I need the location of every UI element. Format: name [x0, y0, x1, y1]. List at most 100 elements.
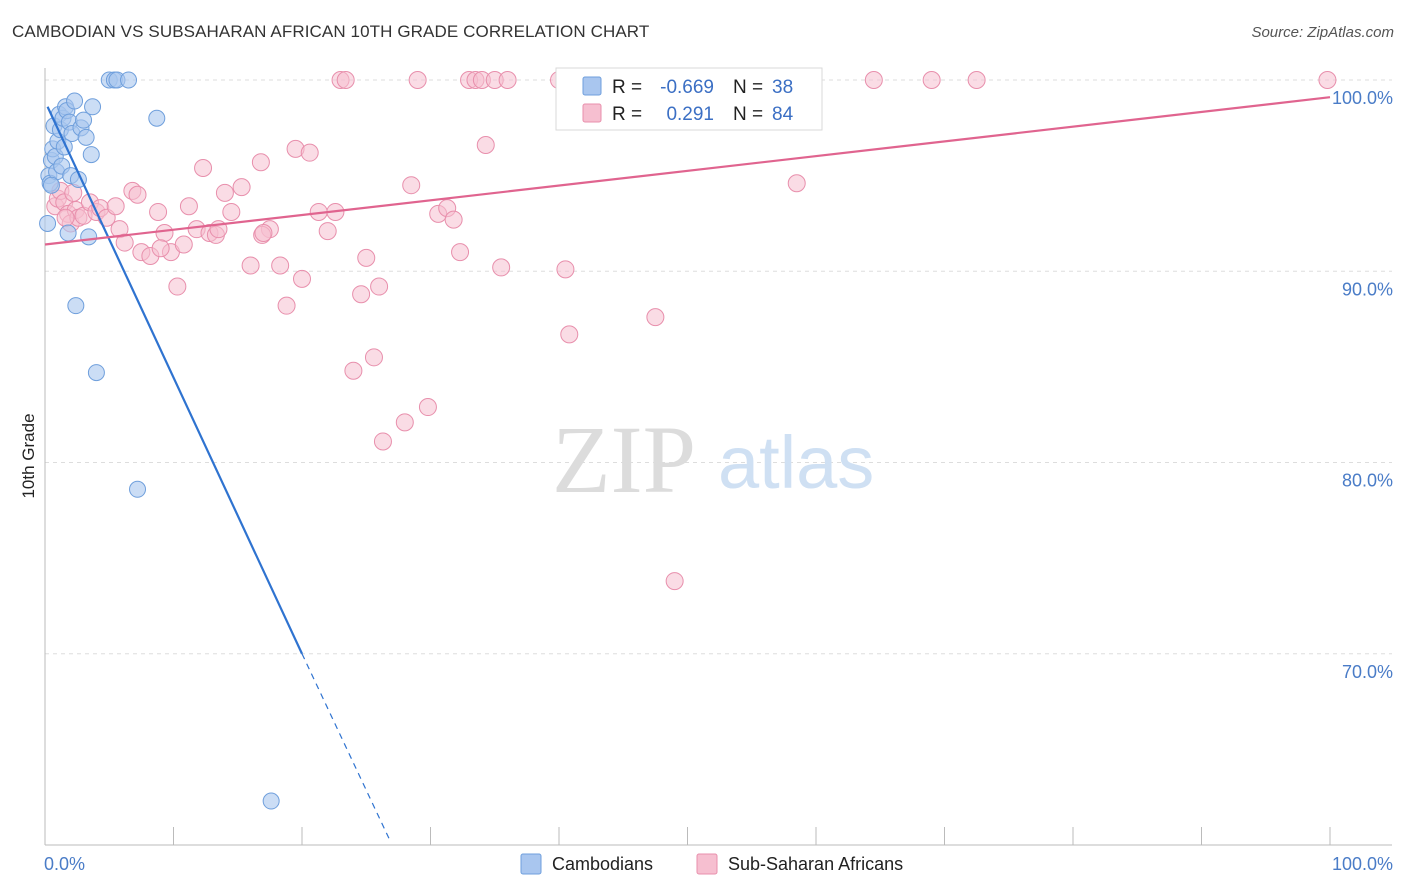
- cambodian-point-27: [84, 98, 102, 116]
- cambodian-point-33: [129, 480, 147, 498]
- subsaharan-point-39: [300, 143, 319, 162]
- subsaharan-point-23: [168, 277, 187, 296]
- subsaharan-point-13: [106, 197, 125, 216]
- bottom-legend-cambodians: Cambodians: [552, 854, 653, 874]
- legend-n-label-subsaharan: N =: [733, 104, 763, 125]
- subsaharan-point-21: [155, 224, 174, 242]
- subsaharan-point-44: [336, 71, 355, 89]
- subsaharan-point-68: [560, 325, 579, 344]
- subsaharan-point-53: [408, 71, 427, 89]
- subsaharan-point-24: [174, 235, 193, 254]
- cambodian-point-32: [120, 71, 138, 89]
- cambodian-point-25: [80, 228, 98, 246]
- trend-lines: [44, 96, 1331, 840]
- subsaharan-point-50: [373, 432, 392, 451]
- subsaharan-point-17: [128, 185, 147, 204]
- y-tick-label-100: 100.0%: [1332, 88, 1393, 108]
- subsaharan-point-52: [402, 176, 421, 195]
- legend-r-value-cambodians: -0.669: [660, 77, 714, 98]
- subsaharan-point-41: [318, 222, 337, 241]
- subsaharan-point-31: [232, 178, 251, 197]
- legend-r-value-subsaharan: 0.291: [666, 104, 714, 125]
- axes: [44, 68, 1392, 846]
- cambodian-point-36: [42, 176, 60, 194]
- subsaharan-point-58: [451, 243, 470, 262]
- subsaharan-point-48: [364, 348, 383, 367]
- subsaharan-point-57: [444, 210, 463, 229]
- x-tick-label-max: 100.0%: [1332, 854, 1393, 874]
- chart-source: Source: ZipAtlas.com: [1251, 24, 1394, 41]
- subsaharan-point-81: [151, 239, 170, 258]
- subsaharan-points: [46, 71, 1337, 591]
- subsaharan-point-83: [254, 224, 273, 242]
- subsaharan-point-70: [646, 308, 665, 327]
- subsaharan-point-29: [215, 183, 234, 202]
- cambodian-trend-extension: [301, 653, 390, 840]
- subsaharan-point-30: [222, 202, 241, 221]
- legend-swatch-subsaharan: [582, 103, 602, 123]
- y-axis-title: 10th Grade: [19, 413, 38, 498]
- x-tick-label-min: 0.0%: [44, 854, 85, 874]
- legend-n-label-cambodians: N =: [733, 77, 763, 98]
- y-tick-label-90: 90.0%: [1342, 279, 1393, 299]
- bottom-legend-subsaharan: Sub-Saharan Africans: [728, 854, 903, 874]
- subsaharan-point-71: [665, 572, 684, 591]
- cambodian-point-20: [67, 297, 85, 315]
- cambodian-point-34: [148, 109, 166, 127]
- subsaharan-point-49: [370, 277, 389, 296]
- bottom-legend-swatch-cambodians: [520, 853, 542, 875]
- cambodian-point-23: [75, 111, 93, 129]
- chart-title: CAMBODIAN VS SUBSAHARAN AFRICAN 10TH GRA…: [12, 22, 650, 41]
- subsaharan-point-82: [56, 208, 75, 227]
- subsaharan-point-78: [194, 158, 213, 177]
- subsaharan-point-54: [418, 398, 437, 417]
- subsaharan-point-51: [395, 413, 414, 432]
- subsaharan-trend-line: [44, 96, 1331, 246]
- series-legend: Cambodians Sub-Saharan Africans: [520, 853, 903, 875]
- subsaharan-point-73: [864, 71, 883, 89]
- subsaharan-point-25: [179, 197, 198, 216]
- tick-labels: 70.0% 80.0% 90.0% 100.0% 0.0% 100.0%: [44, 88, 1393, 874]
- subsaharan-point-20: [149, 202, 168, 221]
- legend-r-label-subsaharan: R =: [612, 104, 642, 125]
- cambodian-point-24: [77, 128, 95, 146]
- subsaharan-point-65: [498, 71, 517, 89]
- subsaharan-point-35: [271, 256, 290, 275]
- subsaharan-point-64: [492, 258, 511, 277]
- cambodian-point-28: [87, 364, 105, 382]
- cambodian-point-26: [82, 146, 100, 164]
- cambodian-point-0: [39, 214, 57, 232]
- cambodian-point-15: [59, 224, 77, 242]
- watermark-atlas: atlas: [718, 421, 874, 504]
- subsaharan-point-72: [787, 174, 806, 193]
- subsaharan-point-45: [344, 361, 363, 380]
- subsaharan-point-15: [115, 233, 134, 252]
- gridlines: [45, 79, 1392, 655]
- bottom-legend-swatch-subsaharan: [696, 853, 718, 875]
- subsaharan-point-62: [476, 136, 495, 155]
- subsaharan-point-75: [967, 71, 986, 89]
- correlation-legend: R = -0.669 N = 38 R = 0.291 N = 84: [555, 67, 823, 131]
- subsaharan-point-67: [556, 260, 575, 279]
- subsaharan-point-76: [1318, 71, 1337, 89]
- subsaharan-point-74: [922, 71, 941, 89]
- subsaharan-point-46: [352, 285, 371, 304]
- y-tick-label-80: 80.0%: [1342, 471, 1393, 491]
- subsaharan-point-32: [241, 256, 260, 275]
- cambodian-point-35: [262, 792, 280, 810]
- legend-swatch-cambodians: [582, 76, 602, 96]
- subsaharan-point-47: [357, 248, 376, 267]
- subsaharan-point-36: [277, 296, 296, 315]
- watermark: ZIP atlas: [552, 406, 874, 513]
- cambodian-points: [39, 71, 280, 810]
- cambodian-point-19: [66, 92, 84, 110]
- legend-n-value-cambodians: 38: [772, 77, 793, 98]
- subsaharan-point-38: [293, 269, 311, 288]
- watermark-zip: ZIP: [552, 406, 696, 513]
- y-tick-label-70: 70.0%: [1342, 662, 1393, 682]
- legend-n-value-subsaharan: 84: [772, 104, 794, 125]
- subsaharan-point-33: [251, 153, 270, 172]
- legend-r-label-cambodians: R =: [612, 77, 642, 98]
- cambodian-trend-line: [46, 106, 303, 655]
